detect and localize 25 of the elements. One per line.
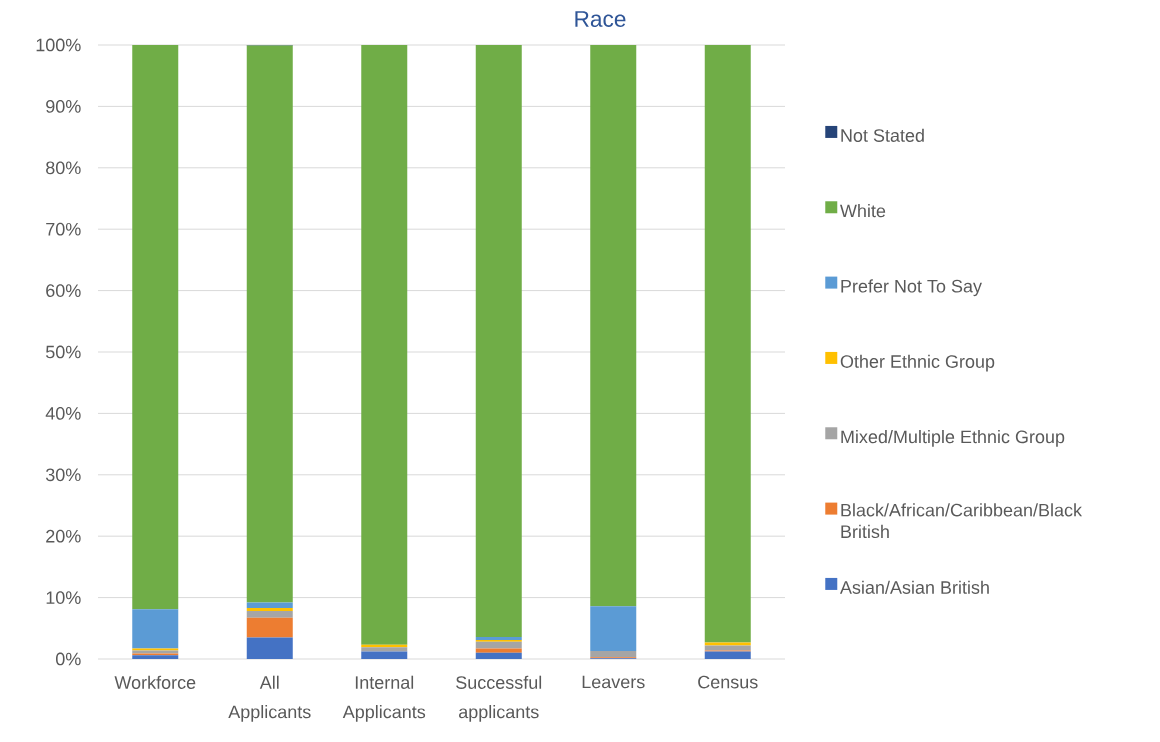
x-tick-label: Internal Applicants: [342, 675, 426, 722]
y-tick-label: 30%: [45, 468, 81, 482]
y-tick-label: 10%: [46, 591, 81, 604]
legend-label: Black/African/Caribbean/Black British: [841, 503, 1083, 539]
x-tick-label: Census: [698, 675, 758, 689]
y-tick-label: 50%: [45, 345, 81, 359]
legend-label: Mixed/Multiple Ethnic Group: [841, 430, 1065, 447]
legend-label: Not Stated: [841, 128, 924, 142]
y-tick-label: 40%: [45, 407, 81, 420]
legend-label: Asian/Asian British: [839, 580, 989, 594]
y-tick-label: 60%: [46, 284, 81, 297]
y-tick-label: 0%: [56, 652, 81, 666]
y-tick-label: 20%: [46, 529, 81, 543]
x-tick-label: Workforce: [114, 675, 196, 689]
x-tick-label: Leavers: [582, 675, 645, 689]
legend-label: White: [840, 204, 886, 218]
legend-label: Prefer Not To Say: [841, 279, 982, 297]
x-tick-label: Successful applicants: [456, 675, 542, 722]
y-tick-label: 90%: [46, 100, 81, 113]
legend-label: Other Ethnic Group: [840, 354, 995, 372]
x-tick-label: All Applicants: [228, 675, 311, 722]
y-tick-label: 100%: [36, 38, 81, 52]
y-tick-label: 70%: [46, 222, 81, 236]
chart-title: Race: [575, 11, 626, 27]
y-tick-label: 80%: [46, 161, 81, 175]
